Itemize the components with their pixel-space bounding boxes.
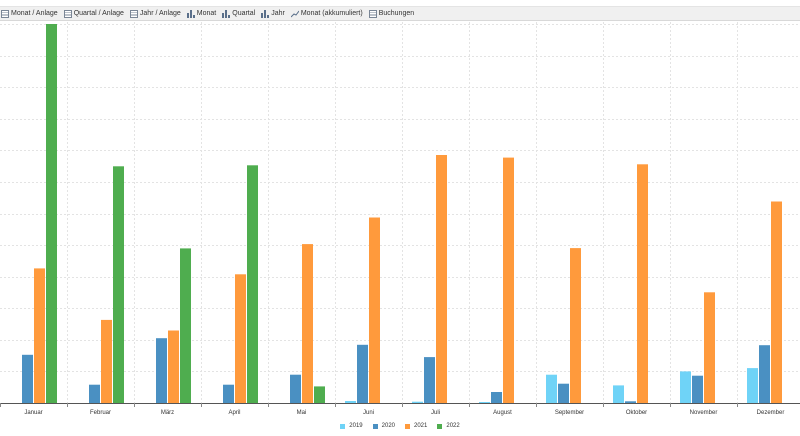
bar-chart: Januar Februar März April Mai Juni Juli August S… [0, 22, 800, 416]
view-button-quartal-anlage[interactable]: Quartal / Anlage [63, 7, 124, 21]
chart-legend: 2019 2020 2021 2022 [0, 423, 800, 429]
bar-2021-juni [369, 217, 380, 403]
bar-2020-september [558, 383, 569, 403]
x-tick-label: Juni [363, 410, 374, 416]
bar-2021-april [235, 274, 246, 403]
bar-chart-icon [222, 9, 231, 18]
window-top-strip [0, 0, 800, 7]
bar-2021-november [704, 292, 715, 403]
legend-swatch [405, 423, 410, 429]
x-tick-label: September [555, 410, 584, 416]
bar-2021-dezember [771, 201, 782, 403]
bar-2019-november [680, 371, 691, 403]
view-button-buchungen[interactable]: Buchungen [368, 7, 415, 21]
view-button-label: Monat / Anlage [11, 10, 58, 17]
bar-2020-mai [290, 374, 301, 403]
bar-2019-juni [345, 401, 356, 403]
bar-2019-september [546, 374, 557, 403]
view-button-label: Jahr / Anlage [139, 10, 181, 17]
bar-2022-januar [46, 24, 57, 403]
x-tick-label: April [228, 410, 240, 416]
x-tick-label: März [161, 410, 174, 416]
bar-2021-februar [101, 319, 112, 403]
bar-2022-mai [314, 386, 325, 403]
view-button-monat-akkumuliert[interactable]: Monat (akkumuliert) [290, 7, 363, 21]
view-button-label: Buchungen [378, 10, 415, 17]
bar-2020-mrz [156, 338, 167, 403]
bar-2021-juli [436, 155, 447, 403]
view-button-label: Monat [196, 10, 217, 17]
x-tick-label: Februar [90, 410, 111, 416]
bar-2020-oktober [625, 401, 636, 403]
view-button-jahr-anlage[interactable]: Jahr / Anlage [129, 7, 181, 21]
bar-2019-juli [412, 401, 423, 403]
view-toolbar: Monat / Anlage Quartal / Anlage Jahr / A… [0, 7, 800, 21]
bar-2020-august [491, 392, 502, 403]
view-button-monat-anlage[interactable]: Monat / Anlage [1, 7, 58, 21]
legend-swatch [372, 423, 378, 429]
table-icon [1, 9, 9, 18]
legend-item-2022[interactable]: 2022 [437, 423, 460, 429]
bar-2021-august [503, 157, 514, 403]
line-chart-icon [290, 10, 299, 18]
x-tick-label: Juli [431, 410, 440, 416]
bar-2020-juni [357, 344, 368, 403]
legend-item-2020[interactable]: 2020 [372, 423, 395, 429]
table-icon [63, 9, 72, 18]
bar-2022-februar [113, 166, 124, 403]
bar-2020-januar [22, 354, 33, 403]
legend-item-2021[interactable]: 2021 [405, 423, 427, 429]
bar-2019-august [479, 402, 490, 403]
view-button-monat[interactable]: Monat [186, 7, 217, 21]
view-button-label: Quartal / Anlage [73, 10, 124, 17]
view-button-label: Quartal [232, 10, 256, 17]
x-tick-label: Dezember [757, 410, 785, 416]
table-icon [368, 9, 377, 18]
bar-2019-dezember [747, 368, 758, 403]
bar-2021-oktober [637, 164, 648, 403]
x-tick-label: August [493, 410, 512, 416]
x-tick-label: Mai [297, 410, 307, 416]
view-button-quartal[interactable]: Quartal [222, 7, 255, 21]
legend-label: 2019 [349, 423, 363, 429]
bar-2022-mrz [180, 248, 191, 403]
x-tick-label: Januar [24, 410, 42, 416]
legend-swatch [340, 423, 346, 429]
bar-2021-mai [302, 244, 313, 403]
bar-2021-januar [34, 268, 45, 403]
bar-chart-icon [186, 9, 195, 18]
bar-chart-icon [261, 9, 270, 18]
x-tick-label: Oktober [626, 410, 647, 416]
view-button-label: Jahr [271, 10, 285, 17]
bar-2022-april [247, 165, 258, 403]
legend-swatch [437, 423, 443, 429]
bar-2020-dezember [759, 345, 770, 403]
view-button-jahr[interactable]: Jahr [261, 7, 285, 21]
bar-2020-november [692, 375, 703, 403]
bar-2020-februar [89, 384, 100, 403]
view-button-label: Monat (akkumuliert) [300, 10, 363, 17]
legend-label: 2021 [414, 423, 428, 429]
legend-label: 2020 [381, 423, 395, 429]
legend-label: 2022 [446, 423, 460, 429]
chart-area: Januar Februar März April Mai Juni Juli August S… [0, 22, 800, 436]
bar-2019-oktober [613, 385, 624, 403]
legend-item-2019[interactable]: 2019 [340, 423, 363, 429]
x-tick-label: November [690, 410, 718, 416]
bar-2021-mrz [168, 330, 179, 403]
bar-2020-april [223, 384, 234, 403]
bar-2021-september [570, 248, 581, 403]
bar-2020-juli [424, 357, 435, 403]
table-icon [129, 9, 138, 18]
